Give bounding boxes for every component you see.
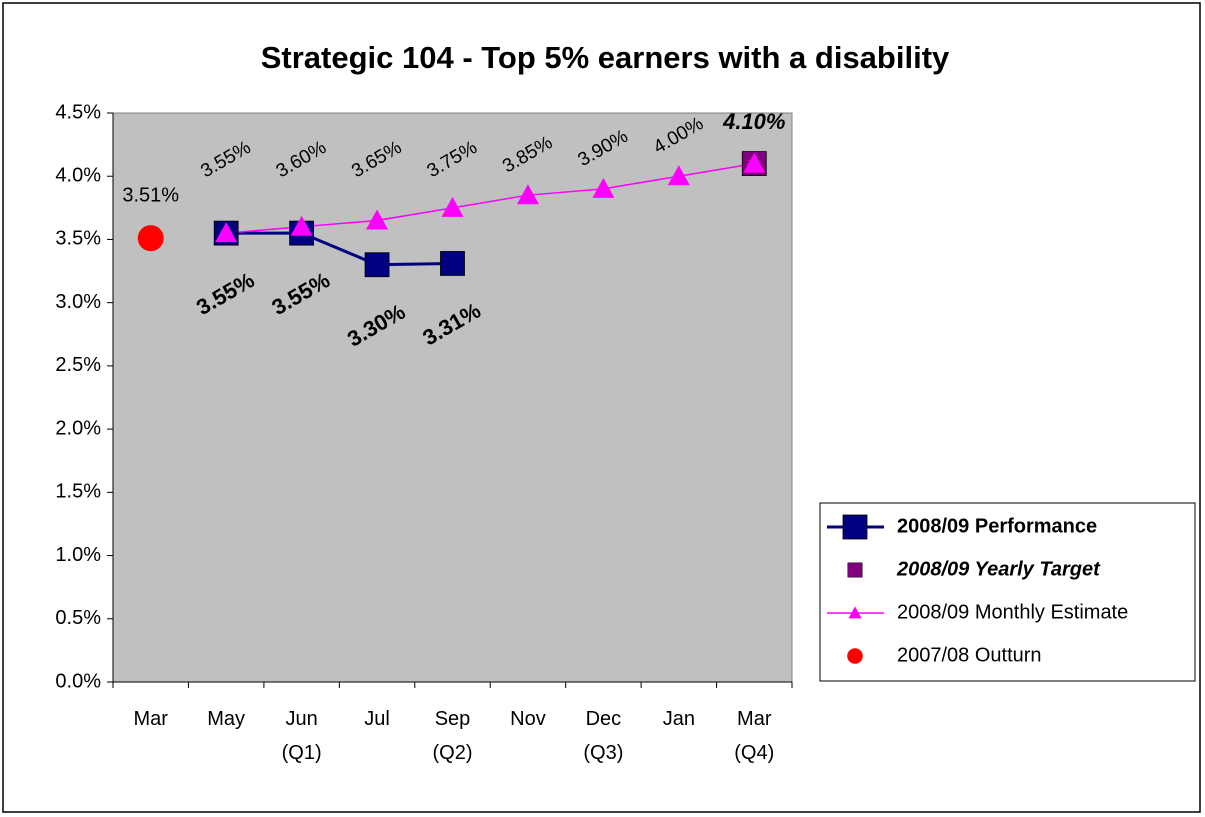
- x-tick-label: Mar (Q4): [734, 708, 774, 764]
- legend-label: 2008/09 Performance: [897, 515, 1097, 537]
- legend-symbol: [842, 514, 868, 540]
- y-tick-label: 1.0%: [55, 544, 101, 566]
- x-tick-label-line: Dec: [586, 708, 622, 730]
- y-tick-label: 0.5%: [55, 607, 101, 629]
- legend-marker: [848, 606, 862, 619]
- legend-box: [819, 502, 1196, 682]
- x-tick-label-line: Jan: [663, 708, 695, 730]
- series-line: [226, 231, 453, 267]
- legend-symbol: [848, 606, 862, 619]
- legend-label: 2007/08 Outturn: [897, 644, 1042, 666]
- x-tick-label: Nov: [510, 708, 546, 730]
- x-tick-label: Mar: [133, 708, 168, 730]
- x-tick-label: Jul: [364, 708, 390, 730]
- x-tick-label-line: Mar: [133, 708, 168, 730]
- x-tick-label: Jun (Q1): [282, 708, 322, 764]
- series-line: [226, 162, 755, 234]
- legend-marker: [847, 562, 863, 578]
- data-label: 3.51%: [122, 184, 179, 206]
- point: [592, 177, 615, 198]
- y-tick-label: 4.5%: [55, 101, 101, 123]
- point: [364, 252, 390, 278]
- x-tick-label-line: (Q3): [583, 742, 623, 764]
- legend-marker: [842, 514, 868, 540]
- x-tick-label-line: Sep: [435, 708, 471, 730]
- point: [667, 165, 690, 186]
- x-tick-label: Jan: [663, 708, 695, 730]
- x-tick-label-line: Nov: [510, 708, 546, 730]
- y-tick-label: 1.5%: [55, 481, 101, 503]
- x-tick-label-line: (Q4): [734, 742, 774, 764]
- x-tick-label-line: (Q2): [433, 742, 473, 764]
- legend-marker: [847, 648, 863, 664]
- x-tick-label-line: Jun: [285, 708, 317, 730]
- chart-title: Strategic 104 - Top 5% earners with a di…: [261, 40, 950, 75]
- legend-label: 2008/09 Yearly Target: [896, 558, 1101, 580]
- point: [137, 225, 164, 252]
- y-tick-label: 2.5%: [55, 354, 101, 376]
- point: [366, 209, 389, 230]
- data-label: 4.10%: [722, 109, 785, 134]
- x-tick-label-line: Jul: [364, 708, 390, 730]
- legend-symbol: [847, 562, 863, 578]
- point: [743, 152, 766, 173]
- point: [215, 222, 238, 243]
- point: [290, 215, 313, 236]
- point: [516, 184, 539, 205]
- x-tick-label-line: May: [207, 708, 245, 730]
- x-tick-label-line: (Q1): [282, 742, 322, 764]
- point: [440, 251, 465, 276]
- y-tick-label: 0.0%: [55, 670, 101, 692]
- y-tick-label: 3.5%: [55, 228, 101, 250]
- y-tick-label: 3.0%: [55, 291, 101, 313]
- y-tick-label: 2.0%: [55, 417, 101, 439]
- legend-symbol: [847, 648, 863, 664]
- x-tick-label: May: [207, 708, 245, 730]
- x-tick-label-line: Mar: [737, 708, 772, 730]
- legend-label: 2008/09 Monthly Estimate: [897, 601, 1128, 623]
- x-tick-label: Sep (Q2): [433, 708, 473, 764]
- y-tick-label: 4.0%: [55, 165, 101, 187]
- x-tick-label: Dec (Q3): [583, 708, 623, 764]
- point: [441, 196, 464, 217]
